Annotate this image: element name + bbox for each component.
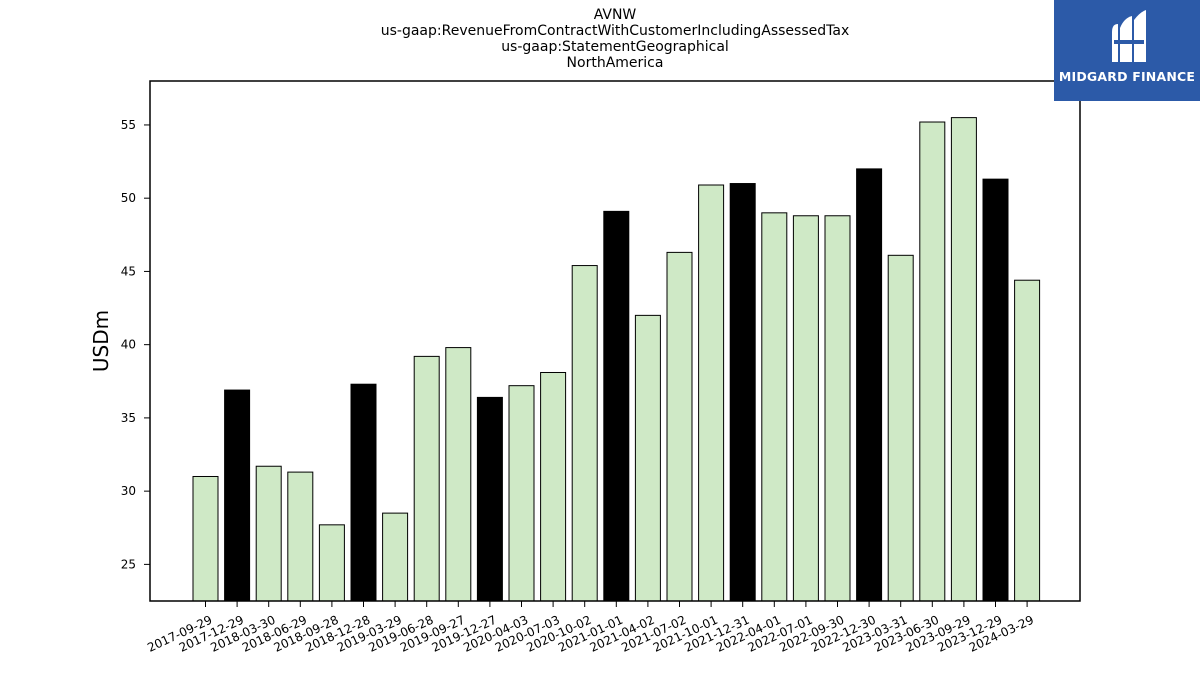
title-line-axis: us-gaap:StatementGeographical [501,39,729,55]
midgard-logo-icon [1054,0,1200,101]
bar-2018-09-28 [318,524,345,602]
y-tick-label: 40 [121,338,136,352]
y-axis-label: USDm [89,310,113,372]
midgard-finance-logo: MIDGARD FINANCE [1054,0,1200,101]
bar-2022-09-30 [824,215,851,602]
bar-2022-04-01 [761,212,788,602]
y-tick-label: 30 [121,484,136,498]
bar-2024-03-29 [1014,279,1041,602]
bar-2023-06-30 [919,121,946,602]
bar-2021-10-01 [698,184,725,602]
x-axis-ticks: 2017-09-292017-12-292018-03-302018-06-29… [145,601,1036,655]
title-line-member: NorthAmerica [566,55,664,71]
bar-2018-03-30 [255,465,282,602]
bar-2019-12-27 [476,396,503,602]
bar-2020-07-03 [540,371,567,602]
bar-2020-10-02 [571,265,598,602]
bar-2023-03-31 [887,254,914,602]
chart-title: AVNW us-gaap:RevenueFromContractWithCust… [150,7,1080,71]
y-axis-ticks: 25 30 35 40 45 50 55 [121,118,150,571]
bar-2018-12-28 [350,383,377,602]
bar-2022-07-01 [792,215,819,602]
bars-group [192,117,1041,602]
title-line-ticker: AVNW [593,7,637,23]
title-line-metric: us-gaap:RevenueFromContractWithCustomerI… [380,23,850,39]
bar-2017-09-29 [192,475,219,602]
bar-2017-12-29 [224,389,251,602]
plot-frame [149,80,1081,602]
bar-2021-12-31 [729,183,756,602]
bar-2021-07-02 [666,251,693,602]
bar-2023-09-29 [950,117,977,602]
y-tick-label: 55 [121,118,136,132]
y-tick-label: 45 [121,264,136,278]
y-tick-label: 35 [121,411,136,425]
bar-2023-12-29 [982,178,1009,602]
logo-text: MIDGARD FINANCE [1058,69,1196,84]
bar-2021-04-02 [634,314,661,602]
bar-2022-12-30 [856,168,883,602]
bar-2019-09-27 [445,347,472,602]
bar-2020-04-03 [508,385,535,602]
bar-2021-01-01 [603,210,630,602]
y-tick-label: 50 [121,191,136,205]
bar-2018-06-29 [287,471,314,602]
bar-2019-03-29 [382,512,409,602]
bar-2019-06-28 [413,355,440,602]
y-tick-label: 25 [121,557,136,571]
